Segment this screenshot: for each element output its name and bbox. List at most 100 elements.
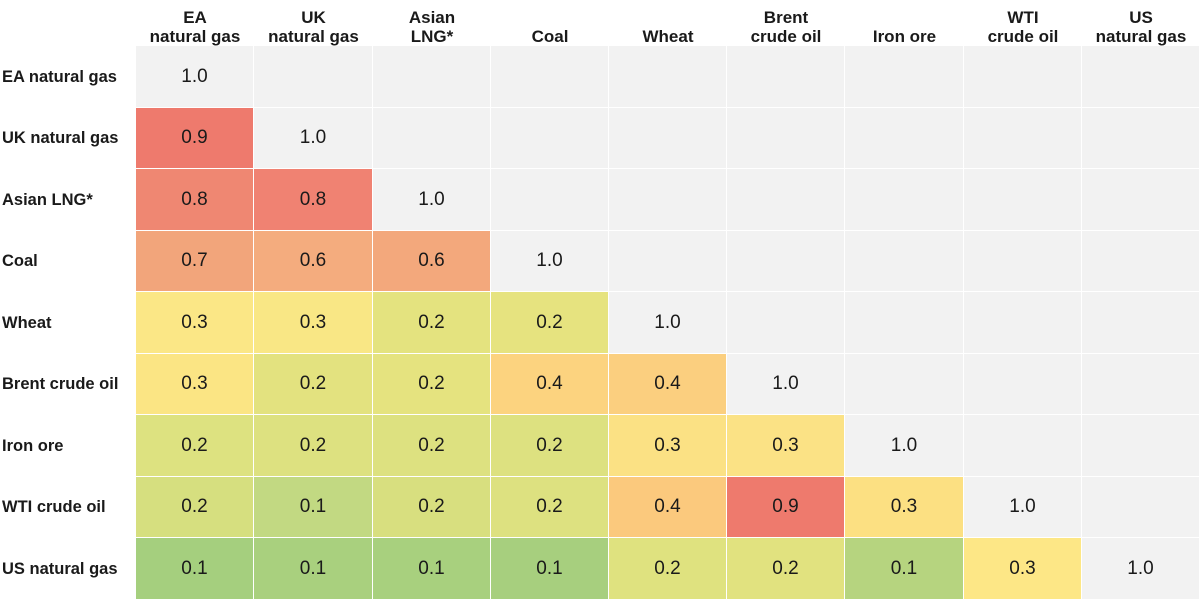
heatmap-cell: 0.3 [136, 292, 254, 354]
heatmap-cell-empty [609, 108, 727, 169]
heatmap-cell-empty [609, 46, 727, 108]
heatmap-cell: 0.9 [727, 477, 845, 538]
heatmap-cell-empty [964, 292, 1082, 354]
heatmap-cell: 0.3 [609, 415, 727, 477]
heatmap-cell: 0.8 [136, 169, 254, 231]
heatmap-cell: 0.2 [491, 477, 609, 538]
row-label: UK natural gas [2, 129, 119, 147]
heatmap-cell-empty [491, 108, 609, 169]
heatmap-cell: 0.2 [373, 354, 491, 415]
column-header: Wheat [609, 0, 727, 46]
heatmap-cell-empty [609, 169, 727, 231]
column-header: EA natural gas [136, 0, 254, 46]
heatmap-cell: 0.7 [136, 231, 254, 292]
column-header-line: crude oil [987, 27, 1059, 46]
heatmap-cell: 0.1 [254, 538, 373, 600]
heatmap-cell: 0.2 [373, 292, 491, 354]
heatmap-cell: 1.0 [609, 292, 727, 354]
heatmap-cell-empty [727, 231, 845, 292]
heatmap-cell-empty [609, 231, 727, 292]
row-label: WTI crude oil [2, 498, 106, 516]
heatmap-cell-empty [491, 46, 609, 108]
heatmap-cell-empty [1082, 354, 1200, 415]
heatmap-cell-empty [964, 108, 1082, 169]
heatmap-cell: 0.1 [373, 538, 491, 600]
column-header-line: UK [301, 8, 326, 27]
column-header-line: EA [183, 8, 207, 27]
column-header: Asian LNG* [373, 0, 491, 46]
column-header-line: Asian [408, 8, 456, 27]
column-header: Coal [491, 0, 609, 46]
heatmap-cell-empty [845, 292, 964, 354]
heatmap-cell: 0.2 [373, 415, 491, 477]
heatmap-cell: 1.0 [964, 477, 1082, 538]
heatmap-cell: 0.4 [609, 354, 727, 415]
heatmap-cell-empty [727, 169, 845, 231]
heatmap-cell: 0.1 [254, 477, 373, 538]
heatmap-cell-empty [1082, 477, 1200, 538]
heatmap-cell: 0.4 [609, 477, 727, 538]
heatmap-cell: 0.6 [373, 231, 491, 292]
column-header-line: US [1129, 8, 1153, 27]
heatmap-cell: 1.0 [373, 169, 491, 231]
heatmap-cell: 0.2 [727, 538, 845, 600]
column-header-line: LNG* [410, 27, 454, 46]
heatmap-cell: 0.3 [964, 538, 1082, 600]
heatmap-cell-empty [727, 108, 845, 169]
column-header: WTI crude oil [964, 0, 1082, 46]
heatmap-cell-empty [845, 108, 964, 169]
row-label: US natural gas [2, 559, 118, 578]
heatmap-cell-empty [373, 46, 491, 108]
heatmap-cell-empty [1082, 108, 1200, 169]
heatmap-cell: 0.8 [254, 169, 373, 231]
row-label: Brent crude oil [2, 375, 119, 393]
heatmap-cell: 0.6 [254, 231, 373, 292]
heatmap-cell: 0.1 [136, 538, 254, 600]
row-label: Coal [2, 252, 38, 270]
heatmap-cell-empty [964, 46, 1082, 108]
heatmap-cell: 0.3 [845, 477, 964, 538]
heatmap-cell: 0.2 [136, 415, 254, 477]
heatmap-cell-empty [373, 108, 491, 169]
heatmap-cell: 0.1 [491, 538, 609, 600]
heatmap-cell-empty [1082, 415, 1200, 477]
column-header-line: natural gas [268, 27, 359, 46]
heatmap-cell: 1.0 [491, 231, 609, 292]
column-header-line: natural gas [149, 27, 241, 46]
column-header-line: natural gas [1095, 27, 1187, 46]
heatmap-cell: 0.2 [491, 292, 609, 354]
row-label: EA natural gas [2, 67, 117, 86]
heatmap-cell-empty [1082, 292, 1200, 354]
heatmap-cell: 1.0 [1082, 538, 1200, 600]
heatmap-cell-empty [964, 169, 1082, 231]
heatmap-cell-empty [491, 169, 609, 231]
heatmap-cell: 0.4 [491, 354, 609, 415]
row-label: Iron ore [2, 436, 64, 455]
heatmap-cell: 0.3 [254, 292, 373, 354]
column-header-line: Iron ore [872, 27, 937, 46]
heatmap-cell-empty [845, 231, 964, 292]
column-header-line: crude oil [750, 27, 822, 46]
heatmap-cell: 0.2 [136, 477, 254, 538]
heatmap-cell-empty [964, 415, 1082, 477]
heatmap-cell-empty [254, 46, 373, 108]
column-header: Brent crude oil [727, 0, 845, 46]
heatmap-cell: 0.2 [609, 538, 727, 600]
column-header-line: WTI [1007, 8, 1039, 27]
heatmap-cell: 0.3 [136, 354, 254, 415]
heatmap-cell-empty [727, 292, 845, 354]
heatmap-cell-empty [845, 169, 964, 231]
heatmap-cell-empty [727, 46, 845, 108]
heatmap-cell: 0.2 [491, 415, 609, 477]
heatmap-cell-empty [1082, 169, 1200, 231]
heatmap-cell: 1.0 [845, 415, 964, 477]
heatmap-cell-empty [1082, 231, 1200, 292]
heatmap-cell: 1.0 [136, 46, 254, 108]
column-header: UK natural gas [254, 0, 373, 46]
heatmap-cell-empty [845, 354, 964, 415]
row-label: Asian LNG* [2, 190, 93, 209]
row-label: Wheat [2, 313, 52, 332]
column-header-line: Brent [763, 8, 809, 27]
heatmap-cell-empty [1082, 46, 1200, 108]
